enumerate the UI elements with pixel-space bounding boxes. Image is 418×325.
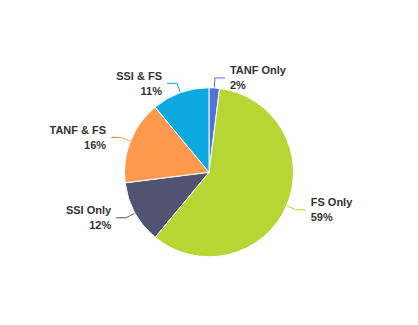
svg-text:59%: 59% bbox=[311, 211, 333, 223]
svg-text:SSI Only: SSI Only bbox=[66, 204, 112, 216]
svg-text:11%: 11% bbox=[141, 85, 163, 97]
svg-text:TANF Only: TANF Only bbox=[230, 64, 287, 76]
svg-text:16%: 16% bbox=[84, 139, 106, 151]
svg-text:FS Only: FS Only bbox=[311, 196, 353, 208]
svg-text:SSI & FS: SSI & FS bbox=[116, 70, 162, 82]
svg-text:TANF & FS: TANF & FS bbox=[50, 124, 107, 136]
svg-text:12%: 12% bbox=[89, 219, 111, 231]
svg-text:2%: 2% bbox=[230, 79, 246, 91]
